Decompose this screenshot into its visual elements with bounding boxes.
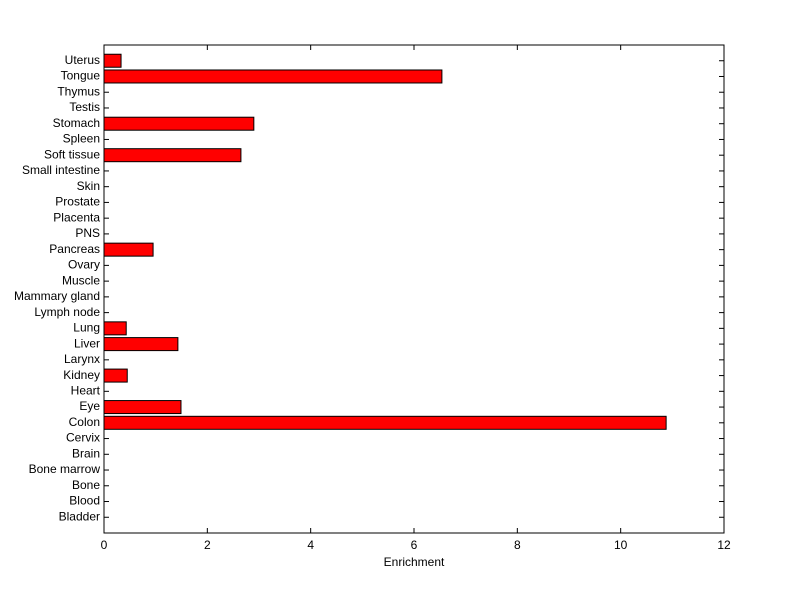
y-tick-label: Brain (72, 446, 100, 460)
y-tick-label: Ovary (68, 258, 100, 272)
y-tick-label: Mammary gland (14, 289, 100, 303)
y-tick-label: Uterus (65, 53, 100, 67)
y-tick-label: Skin (77, 179, 100, 193)
y-tick-label: Soft tissue (44, 147, 100, 161)
bar (103, 337, 179, 352)
y-tick-label: Tongue (61, 69, 101, 83)
y-tick-label: Bone marrow (29, 462, 101, 476)
y-tick-label: Prostate (55, 195, 100, 209)
y-tick-label: Cervix (66, 431, 100, 445)
y-tick-label: Liver (74, 336, 100, 350)
x-tick-label: 10 (614, 538, 628, 552)
x-tick-label: 4 (307, 538, 314, 552)
bar (103, 415, 667, 430)
bar (103, 321, 127, 336)
y-tick-label: Heart (71, 383, 101, 397)
y-tick-label: Testis (69, 100, 100, 114)
y-tick-label: Blood (69, 494, 100, 508)
bar (103, 242, 154, 257)
bar (103, 368, 128, 383)
bar (103, 53, 122, 68)
x-tick-label: 0 (101, 538, 108, 552)
y-tick-label: Stomach (53, 116, 100, 130)
bar (103, 148, 242, 163)
bar (103, 69, 443, 84)
y-tick-label: Lung (73, 321, 100, 335)
y-tick-label: Larynx (64, 352, 100, 366)
bar (103, 400, 182, 415)
x-tick-label: 8 (514, 538, 521, 552)
y-tick-label: Colon (69, 415, 100, 429)
y-tick-label: Thymus (57, 84, 100, 98)
bar (103, 116, 255, 131)
x-tick-label: 6 (411, 538, 418, 552)
y-tick-label: PNS (75, 226, 100, 240)
y-tick-label: Bladder (59, 509, 100, 523)
y-tick-label: Muscle (62, 273, 100, 287)
y-tick-label: Placenta (53, 210, 100, 224)
x-tick-label: 2 (204, 538, 211, 552)
y-tick-label: Small intestine (22, 163, 100, 177)
y-tick-label: Pancreas (49, 242, 100, 256)
y-tick-label: Eye (79, 399, 100, 413)
y-tick-label: Bone (72, 478, 100, 492)
x-tick-label: 12 (717, 538, 731, 552)
y-tick-label: Lymph node (34, 305, 100, 319)
y-tick-label: Kidney (63, 368, 100, 382)
x-axis-label: Enrichment (384, 555, 445, 569)
y-tick-label: Spleen (63, 132, 100, 146)
